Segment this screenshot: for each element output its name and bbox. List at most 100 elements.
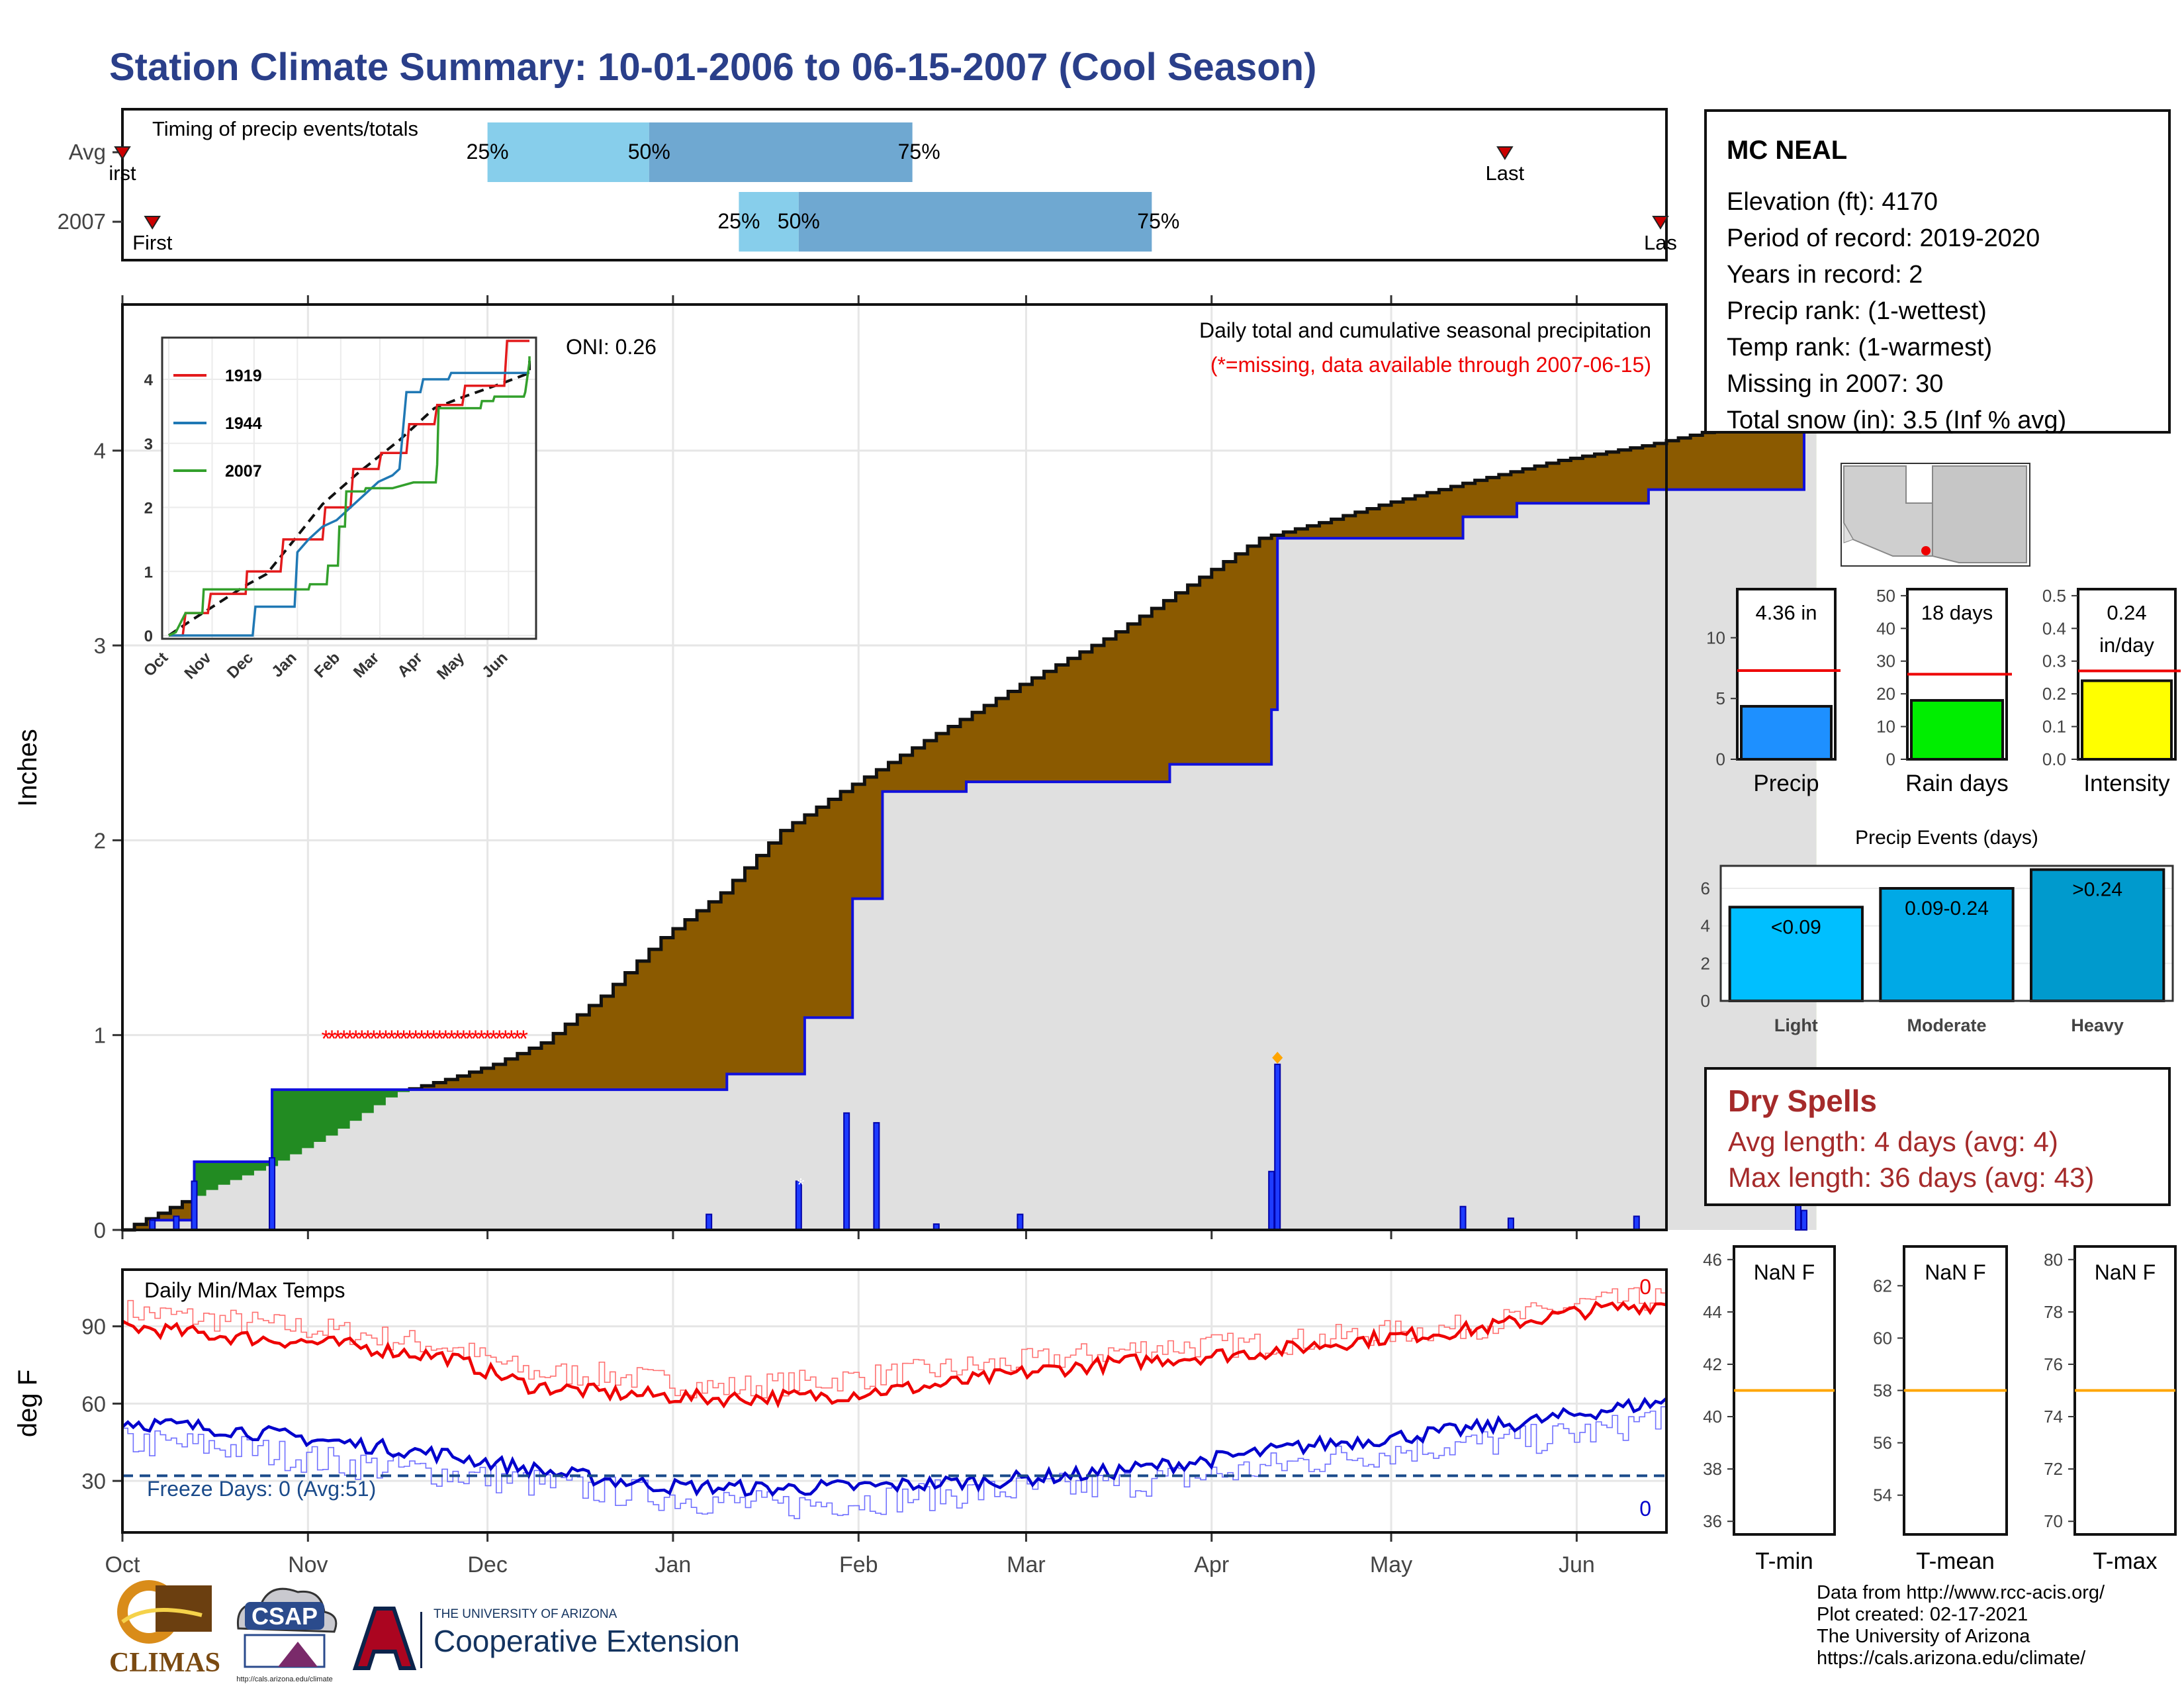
timing-row-label: 2007 — [58, 209, 106, 234]
missing-data-marker: * — [369, 1025, 379, 1053]
temps-xtick-label: Mar — [1007, 1552, 1046, 1577]
summary-bar-label: Rain days — [1905, 771, 2009, 796]
temp-box-ytick-label: 40 — [1703, 1407, 1722, 1427]
temp-box-ytick-label: 56 — [1873, 1433, 1892, 1453]
daily-precip-bar — [1268, 1170, 1275, 1231]
missing-data-marker: * — [327, 1025, 336, 1053]
timing-pct-25: 25% — [467, 140, 509, 164]
obs-cumulative-area — [122, 393, 1817, 1230]
station-period: Period of record: 2019-2020 — [1727, 224, 2040, 252]
missing-data-marker: * — [351, 1025, 361, 1053]
timing-panel: Timing of precip events/totals Avg 25% 50% 7… — [58, 108, 1677, 261]
temps-top-count: 0 — [1639, 1275, 1651, 1299]
summary-ytick-label: 0.2 — [2042, 684, 2066, 704]
inset-frame — [161, 336, 537, 640]
first-event-label: irst — [109, 162, 136, 185]
csap-logo-text: CSAP — [251, 1603, 318, 1630]
timing-pct-25: 25% — [717, 209, 760, 233]
station-years: Years in record: 2 — [1727, 261, 1923, 289]
event-bar-label: 0.09-0.24 — [1905, 898, 1989, 919]
daily-precip-bar — [705, 1213, 713, 1231]
dry-avg-length: Avg length: 4 days (avg: 4) — [1728, 1126, 2058, 1157]
summary-bars: 0 5 10 4.36 in Precip 0 10 20 30 40 50 18 days Rain … — [1706, 586, 2181, 796]
temp-box-label: T-min — [1755, 1548, 1813, 1574]
summary-ytick-label: 20 — [1876, 684, 1895, 704]
snow-marker — [1272, 1051, 1283, 1064]
station-elevation: Elevation (ft): 4170 — [1727, 188, 1938, 216]
summary-ytick-label: 0 — [1716, 749, 1725, 769]
summary-ytick-label: 0.4 — [2042, 618, 2066, 638]
obs-min-temp-line — [122, 1396, 1667, 1519]
precip-ytick-label: 4 — [94, 439, 106, 463]
credits: Data from http://www.rcc-acis.org/ Plot … — [1817, 1582, 2105, 1669]
temps-xtick-label: Dec — [467, 1552, 507, 1577]
daily-precip-bar — [1459, 1205, 1467, 1231]
temps-xtick-label: Jun — [1559, 1552, 1595, 1577]
summary-ytick-label: 50 — [1876, 586, 1895, 606]
temp-box-ytick-label: 70 — [2044, 1511, 2063, 1531]
temp-box-ytick-label: 58 — [1873, 1381, 1892, 1401]
temps-frame — [121, 1268, 1668, 1534]
location-map — [1841, 463, 2030, 567]
missing-data-marker: * — [429, 1025, 438, 1053]
event-bar-label: <0.09 — [1771, 916, 1821, 938]
timing-pct-75: 75% — [898, 140, 940, 164]
precip-ytick-label: 1 — [94, 1023, 106, 1048]
temp-box-value: NaN F — [1925, 1260, 1985, 1284]
temps-panel: 30 60 90 Oct Nov Dec Jan Feb Mar Apr May Jun Freeze … — [13, 1268, 1668, 1577]
inset-series-line — [168, 356, 531, 637]
temp-box-ytick-label: 38 — [1703, 1459, 1722, 1479]
summary-value-label: 18 days — [1921, 601, 1993, 624]
precip-ytick-label: 2 — [94, 828, 106, 853]
temps-xtick-label: Apr — [1194, 1552, 1229, 1577]
missing-data-marker: * — [411, 1025, 420, 1053]
timing-row-label: Avg — [69, 140, 106, 164]
last-event-label: Last — [1486, 162, 1525, 185]
daily-precip-bar — [873, 1122, 880, 1231]
station-snow: Total snow (in): 3.5 (Inf % avg) — [1727, 406, 2067, 434]
inset-ytick-label: 3 — [144, 436, 153, 453]
precip-ytick-label: 0 — [94, 1218, 106, 1243]
missing-data-marker: * — [495, 1025, 504, 1053]
logo-graphics: CSAP http://cals.arizona.edu/climate — [117, 1580, 422, 1683]
temps-xtick-label: May — [1370, 1552, 1412, 1577]
timing-bar-50-75 — [649, 122, 913, 182]
summary-ytick-label: 0.3 — [2042, 651, 2066, 671]
events-title: Precip Events (days) — [1855, 827, 2038, 849]
credit-data-source: Data from http://www.rcc-acis.org/ — [1817, 1582, 2105, 1603]
event-category-label: Heavy — [2071, 1015, 2124, 1035]
timing-bar-25-50 — [739, 192, 799, 252]
missing-data-marker: * — [393, 1025, 402, 1053]
missing-data-marker: * — [501, 1025, 510, 1053]
temp-box-ytick-label: 42 — [1703, 1354, 1722, 1374]
precip-title: Daily total and cumulative seasonal prec… — [1199, 318, 1651, 342]
avg-min-temp-line — [121, 1396, 1668, 1497]
summary-bar — [1740, 704, 1833, 761]
inset-legend-label: 1944 — [225, 414, 262, 433]
temps-xtick-label: Oct — [105, 1552, 140, 1577]
temp-box-ytick-label: 80 — [2044, 1250, 2063, 1270]
temp-box-label: T-max — [2093, 1548, 2158, 1574]
inset-legend-label: 1919 — [225, 367, 262, 385]
inset-series-line — [169, 340, 529, 637]
summary-ytick-label: 10 — [1876, 717, 1895, 737]
timing-bar-50-75 — [798, 192, 1152, 252]
credit-plot-date: Plot created: 02-17-2021 — [1817, 1604, 2028, 1625]
temp-box-ytick-label: 46 — [1703, 1250, 1722, 1270]
daily-precip-bar — [1507, 1217, 1514, 1231]
climas-logo-text: CLIMAS — [109, 1648, 221, 1678]
missing-data-marker: * — [519, 1025, 528, 1053]
timing-bar-25-50 — [487, 122, 649, 182]
missing-data-marker: * — [381, 1025, 390, 1053]
temp-box-ytick-label: 72 — [2044, 1459, 2063, 1479]
precip-panel: 01234**********************************2… — [13, 295, 1821, 1243]
event-category-label: Moderate — [1907, 1015, 1986, 1035]
temps-xtick-label: Feb — [839, 1552, 878, 1577]
missing-data-marker: * — [489, 1025, 498, 1053]
temps-ytick-label: 30 — [81, 1469, 106, 1493]
inset-ytick-label: 0 — [144, 628, 153, 645]
missing-data-marker: * — [417, 1025, 426, 1053]
arizona-a-logo — [352, 1607, 422, 1670]
events-frame — [1719, 865, 2174, 1002]
first-event-marker — [114, 146, 131, 160]
